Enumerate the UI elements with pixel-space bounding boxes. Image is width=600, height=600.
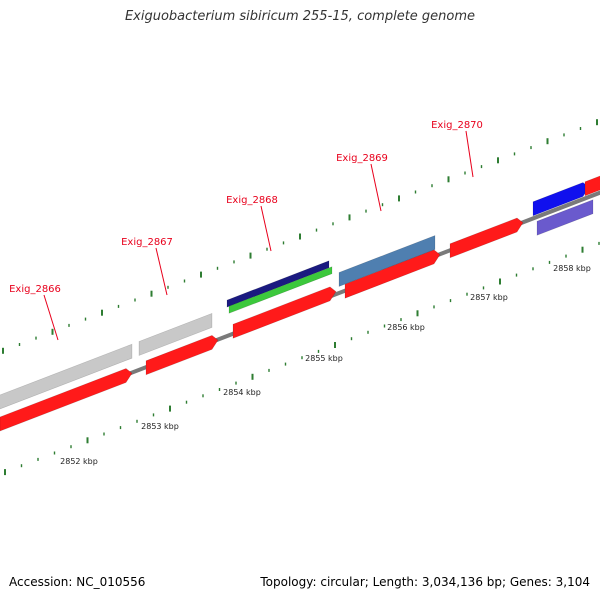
gene-label: Exig_2868 [226, 195, 278, 206]
gene-feature [449, 217, 524, 259]
scale-tick-label: 2852 kbp [60, 457, 98, 466]
gene-label-callouts: Exig_2866 Exig_2867 Exig_2868 Exig_2869 Exig… [9, 120, 483, 341]
gene-feature [338, 235, 436, 287]
gene-feature [0, 368, 133, 432]
gene-feature [232, 286, 337, 339]
scale-tick-label: 2858 kbp [553, 264, 591, 273]
gene-label: Exig_2867 [121, 237, 173, 248]
scale-tick-label: 2857 kbp [470, 293, 508, 302]
gene-features [0, 175, 600, 432]
scale-tick-label: 2854 kbp [223, 388, 261, 397]
gene-feature [145, 335, 219, 376]
gene-label: Exig_2870 [431, 120, 483, 131]
gene-callout-line [370, 163, 382, 212]
gene-callout-line [155, 247, 168, 296]
scale-tick-label: 2856 kbp [387, 323, 425, 332]
gene-feature [584, 175, 600, 197]
scale-ruler-ticks [2, 119, 600, 476]
gene-label: Exig_2869 [336, 153, 388, 164]
accession-label: Accession: NC_010556 [9, 575, 146, 589]
scale-tick-label: 2855 kbp [305, 354, 343, 363]
map-title: Exiguobacterium sibiricum 255-15, comple… [124, 9, 476, 24]
gene-feature [344, 249, 441, 299]
genome-stats-label: Topology: circular; Length: 3,034,136 bp… [260, 575, 590, 589]
gene-feature [228, 266, 333, 314]
gene-feature [138, 312, 213, 356]
gene-callout-line [43, 294, 59, 341]
gene-feature [536, 199, 594, 236]
gene-callout-line [465, 130, 474, 178]
gene-feature [0, 343, 133, 410]
scale-tick-labels: 2852 kbp 2853 kbp 2854 kbp 2855 kbp 2856 kbp… [60, 264, 591, 466]
gene-feature [226, 260, 330, 308]
scale-tick-label: 2853 kbp [141, 422, 179, 431]
gene-callout-line [260, 205, 272, 252]
gene-label: Exig_2866 [9, 284, 61, 295]
